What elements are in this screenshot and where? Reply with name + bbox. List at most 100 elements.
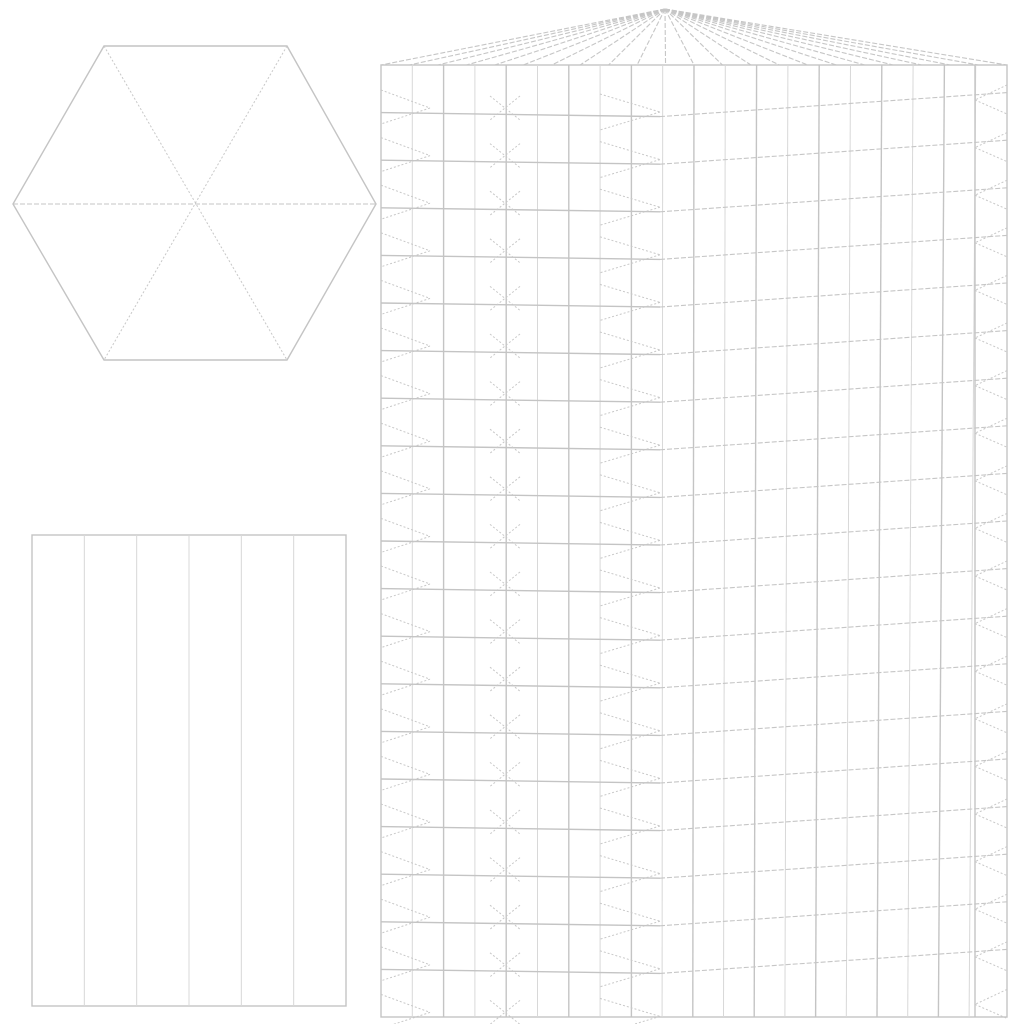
zigzag-fold [974,242,1008,258]
zigzag-fold [380,631,431,649]
apex-ray [579,8,666,66]
zigzag-fold [380,202,431,220]
zigzag-fold [380,583,431,601]
zigzag-fold [974,179,1008,196]
zigzag-fold [380,297,431,315]
zigzag-fold [489,1000,521,1024]
zigzag-fold [489,666,521,692]
crease-column [845,64,851,1018]
zigzag-fold [599,188,661,208]
hexagon-panel [12,45,377,361]
zigzag-fold [599,635,661,655]
zigzag-fold [974,432,1008,448]
zigzag-fold [599,254,661,274]
zigzag-fold [489,428,521,454]
zigzag-fold [489,95,521,121]
hexagon-outline [12,45,377,361]
zigzag-fold [489,286,521,311]
zigzag-fold [599,855,661,875]
zigzag-fold [599,159,661,179]
zigzag-fold [974,575,1008,591]
zigzag-fold [489,524,521,549]
zigzag-fold [974,765,1008,781]
crease-column [661,64,664,1018]
zigzag-fold [974,99,1008,115]
zigzag-fold [974,956,1008,972]
zigzag-fold [380,773,431,791]
zigzag-fold [974,337,1008,353]
zigzag-fold [974,893,1008,910]
apex-ray [523,8,666,66]
zigzag-fold [599,301,661,321]
crease-row-right [659,520,1008,546]
crease-row-left [380,159,661,165]
zigzag-fold [380,279,431,299]
zigzag-fold [380,726,431,744]
zigzag-fold [974,1003,1008,1019]
zigzag-fold [599,873,661,893]
zigzag-fold [380,440,431,458]
zigzag-fold [974,560,1008,577]
zigzag-fold [974,147,1008,163]
zigzag-fold [599,902,661,922]
zigzag-fold [489,476,521,502]
crease-row-right [659,187,1008,213]
zigzag-fold [599,349,661,369]
zigzag-fold [380,755,431,775]
zigzag-fold [380,250,431,268]
zigzag-fold [974,480,1008,496]
crease-row-left [380,825,661,832]
zigzag-fold [599,682,661,702]
zigzag-fold [599,444,661,464]
crease-row-left [380,111,661,118]
zigzag-fold [380,375,431,395]
zigzag-fold [380,535,431,553]
zigzag-fold [974,750,1008,767]
zigzag-fold [380,708,431,728]
crease-row-right [659,472,1008,498]
crease-row-left [380,349,661,356]
crease-row-left [380,730,661,737]
crease-row-right [659,234,1008,260]
zigzag-fold [599,712,661,732]
zigzag-fold [489,952,521,978]
crease-row-right [659,425,1008,451]
hexagon-diagonal-2 [103,45,288,361]
apex-ray [664,8,667,66]
zigzag-fold [489,904,521,930]
crease-row-left [380,492,661,499]
apex-ray [437,8,666,66]
zigzag-fold [380,232,431,252]
zigzag-fold [974,194,1008,210]
zigzag-fold [599,111,661,131]
zigzag-fold [974,655,1008,672]
zigzag-fold [599,93,661,113]
crease-row-right [659,710,1008,736]
zigzag-fold [489,619,521,644]
zigzag-fold [974,941,1008,958]
zigzag-fold [489,95,521,121]
crease-row-left [380,302,661,308]
crease-row-right [659,758,1008,784]
crease-row-left [380,635,661,641]
zigzag-fold [380,851,431,871]
zigzag-fold [489,714,521,740]
zigzag-fold [974,670,1008,686]
zigzag-fold [380,946,431,966]
zigzag-fold [599,825,661,845]
crease-row-right [659,853,1008,879]
zigzag-fold [489,286,521,311]
zigzag-fold [599,807,661,827]
crease-pattern-panel [380,8,1008,1024]
apex-ray [664,8,780,66]
zigzag-fold [599,379,661,399]
zigzag-fold [489,143,521,168]
zigzag-fold [489,238,521,264]
apex-ray [664,8,865,66]
crease-row-right [659,92,1008,118]
zigzag-fold [599,730,661,750]
zigzag-fold [489,381,521,406]
zigzag-fold [380,89,431,109]
zigzag-fold [974,846,1008,863]
crease-row-left [380,921,661,927]
